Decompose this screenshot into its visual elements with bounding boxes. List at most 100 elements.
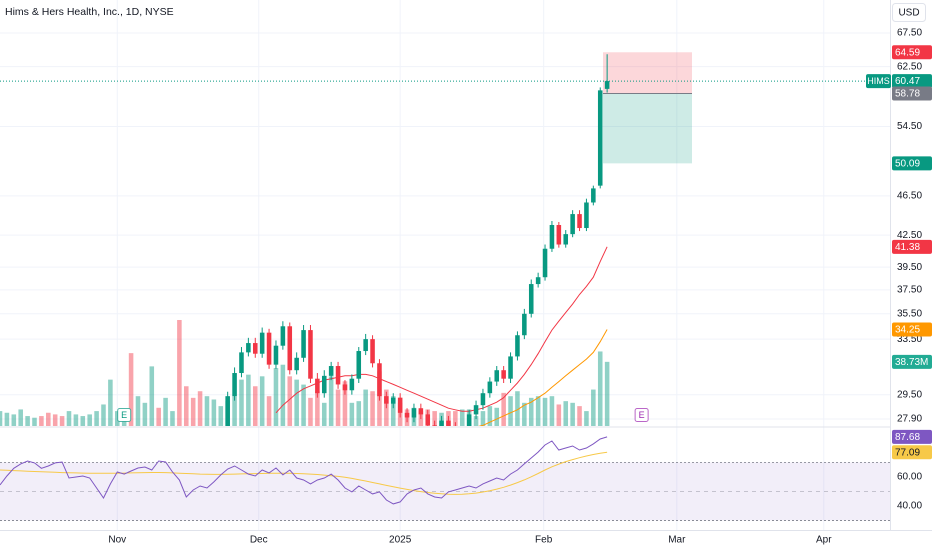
volume-bar (32, 417, 37, 426)
ma-slow-line (478, 329, 608, 426)
currency-box[interactable] (892, 3, 926, 22)
candle-body (252, 343, 258, 354)
volume-bar (273, 368, 279, 426)
candle-body (591, 188, 596, 203)
earnings-label: E (639, 410, 645, 420)
grid-layer (0, 0, 890, 530)
volume-bar (432, 411, 437, 426)
y-tick-label: 27.90 (897, 414, 922, 425)
volume-bar (342, 381, 348, 426)
candle-body (577, 214, 582, 229)
target-price-label-bg (892, 45, 932, 60)
volume-bar (280, 364, 286, 426)
candle-body (563, 234, 569, 245)
y-tick-label: 35.50 (897, 308, 922, 319)
volume-bar (11, 414, 17, 426)
volume-bar (211, 399, 217, 426)
stop-price-label: 50.09 (895, 159, 920, 170)
candle-body (522, 313, 527, 336)
rsi-tick-label: 40.00 (897, 501, 922, 512)
volume-bar (4, 412, 10, 426)
volume-bar (535, 396, 541, 426)
last-price-label: 60.47 (895, 76, 920, 87)
stop-price-label-bg (892, 156, 932, 171)
volume-bar (108, 379, 113, 426)
volume-bar (142, 402, 148, 426)
candle-body (508, 356, 513, 379)
currency[interactable]: USD (898, 8, 919, 19)
rsi-pane (0, 436, 890, 521)
volume-bar (321, 402, 327, 426)
candle-body (597, 90, 603, 186)
candle-body (321, 375, 327, 394)
volume-bar (459, 409, 465, 426)
volume-bar (156, 407, 161, 426)
candle-body (349, 378, 355, 391)
candle-body (335, 366, 341, 385)
volume-bar (522, 402, 527, 426)
candle-body (342, 384, 348, 391)
ma-slow-label-bg (892, 322, 932, 337)
volume-bar (128, 353, 134, 426)
candle-body (294, 357, 299, 371)
earnings-label: E (121, 410, 127, 420)
candle-body (473, 405, 479, 415)
x-tick-label: Dec (250, 535, 268, 546)
candle-body (370, 339, 375, 364)
volume-bar (577, 406, 582, 426)
volume-bar (542, 397, 548, 426)
volume-bar (232, 396, 237, 426)
candle-body (363, 339, 368, 352)
ma-fast-label-bg (892, 239, 932, 254)
rsi-band (0, 462, 890, 521)
y-tick-label: 39.50 (897, 262, 922, 273)
volume-bar (197, 391, 203, 426)
candle-body (466, 414, 472, 426)
x-tick-label: Mar (668, 535, 686, 546)
volume-bar (184, 386, 189, 426)
x-tick-label: 2025 (389, 535, 412, 546)
y-tick-label: 62.50 (897, 61, 922, 72)
y-tick-label: 67.50 (897, 28, 922, 39)
volume-bar (556, 404, 562, 426)
ma-fast-label: 41.38 (895, 242, 920, 253)
candle-body (356, 351, 362, 379)
candle-body (501, 370, 506, 379)
y-tick-label: 46.50 (897, 191, 922, 202)
candle-body (266, 332, 272, 365)
candle-body (542, 248, 548, 278)
candle-body (528, 284, 534, 314)
volume-bar (328, 376, 334, 426)
volume-bar (287, 376, 293, 426)
volume-bar (149, 366, 155, 426)
candle-body (280, 326, 286, 346)
volume-bar (301, 384, 306, 426)
candle-body (432, 425, 437, 426)
rsi-line (0, 436, 608, 505)
candle-body (604, 81, 610, 89)
y-tick-label: 42.50 (897, 230, 922, 241)
candle-body (411, 408, 417, 418)
candle-body (480, 393, 486, 406)
candle-body (418, 408, 424, 415)
candle-body (556, 224, 562, 245)
candle-body (549, 224, 555, 249)
volume-bar (294, 379, 299, 426)
volume-bar (370, 391, 375, 426)
symbol-tag-bg (866, 74, 891, 89)
axis-layer: Nov Dec 2025 Feb Mar Apr 27.90 29.50 33.50 35.50 3… (108, 28, 932, 546)
volume-bar (163, 397, 168, 426)
volume-bar (46, 412, 51, 426)
volume-bar (308, 397, 313, 426)
candle-body (239, 352, 244, 374)
y-tick-label: 29.50 (897, 389, 922, 400)
volume-bar (218, 406, 224, 426)
volume-bar (549, 396, 555, 426)
candle-body (494, 370, 500, 382)
volume-bar (246, 374, 251, 426)
volume-bar (515, 391, 520, 426)
candle-body (287, 326, 293, 371)
